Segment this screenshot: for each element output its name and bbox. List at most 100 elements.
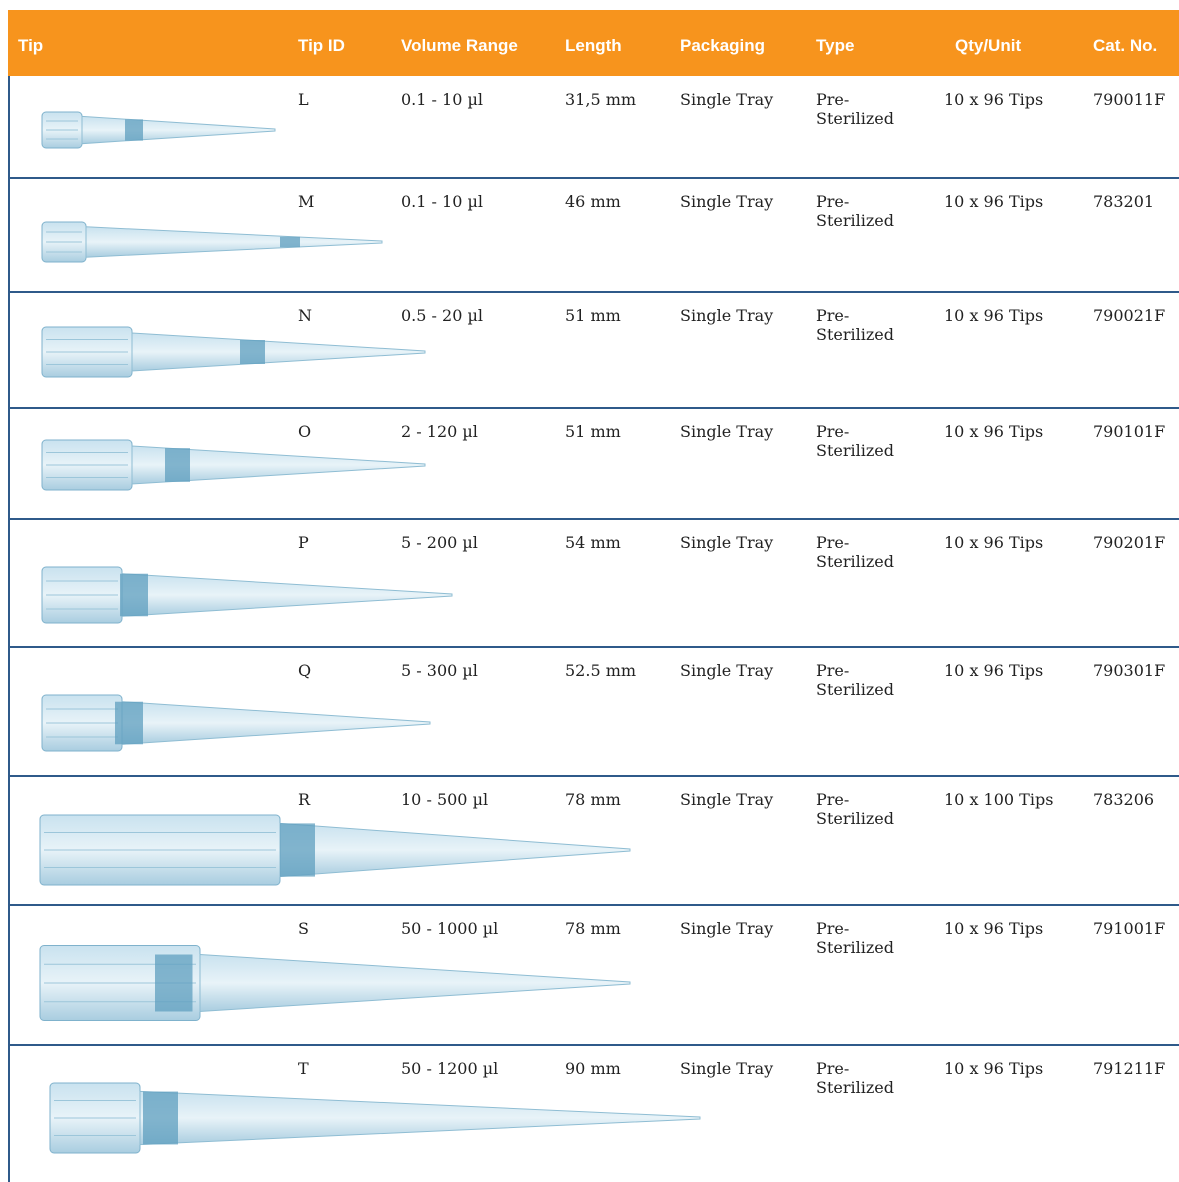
table-cell: S [298,919,309,938]
table-cell: 10 x 96 Tips [944,919,1044,938]
table-cell: T [298,1059,309,1078]
table-cell: 10 x 96 Tips [944,661,1044,680]
tip-shape [143,1091,178,1145]
table-cell: 790101F [1093,422,1166,441]
table-cell: Pre-Sterilized [816,919,894,957]
table-cell: 10 x 96 Tips [944,1059,1044,1078]
row-separator [8,291,1179,293]
tip-shape [81,115,276,145]
column-header: Length [565,36,622,55]
table-cell: 78 mm [565,919,621,938]
tip-shape [131,445,426,485]
table-cell: 10 x 96 Tips [944,422,1044,441]
table-cell: Single Tray [680,90,774,109]
table-cell: 50 - 1000 µl [401,919,499,938]
row-separator [8,407,1179,409]
table-cell: Pre-Sterilized [816,1059,894,1097]
table-cell: Pre-Sterilized [816,533,894,571]
table-cell: 783201 [1093,192,1155,211]
row-separator [8,775,1179,777]
table-cell: Single Tray [680,661,774,680]
column-header: Qty/Unit [955,36,1022,55]
table-cell: Single Tray [680,1059,774,1078]
left-border [8,10,10,1182]
column-header: Tip [18,36,44,55]
table-cell: Q [298,661,312,680]
table-cell: 10 x 96 Tips [944,306,1044,325]
table-cell: 10 x 96 Tips [944,90,1044,109]
table-cell: 10 - 500 µl [401,790,489,809]
table-cell: Single Tray [680,919,774,938]
tip-shape [115,701,143,745]
table-cell: Pre-Sterilized [816,422,894,460]
table-cell: L [298,90,309,109]
table-cell: 2 - 120 µl [401,422,478,441]
table-cell: Pre-Sterilized [816,661,894,699]
table-cell: Pre-Sterilized [816,790,894,828]
table-header: Tip Tip ID Volume Range Length Packaging Type… [8,10,1179,76]
table-cell: Single Tray [680,790,774,809]
table-cell: Pre-Sterilized [816,306,894,344]
tip-shape [85,226,383,258]
row-separator [8,1044,1179,1046]
table-cell: 0.1 - 10 µl [401,192,483,211]
row-separator [8,646,1179,648]
tip-shape [139,1090,701,1146]
table-cell: Single Tray [680,306,774,325]
table-cell: 791211F [1093,1059,1166,1078]
tip-shape [120,573,148,617]
table-cell: 783206 [1093,790,1155,809]
table-cell: 90 mm [565,1059,621,1078]
table-cell: 790011F [1093,90,1166,109]
tip-shape [131,332,426,372]
table-cell: Pre-Sterilized [816,90,894,128]
table-cell: 31,5 mm [565,90,637,109]
tip-shape [280,823,315,877]
column-header: Type [816,36,855,55]
table-cell: 0.1 - 10 µl [401,90,483,109]
row-separator [8,177,1179,179]
tip-shape [155,954,193,1012]
table-cell: P [298,533,309,552]
table-cell: 10 x 96 Tips [944,192,1044,211]
tip-shape [165,448,190,482]
table-cell: R [298,790,311,809]
table-cell: Single Tray [680,422,774,441]
tip-shape [279,822,631,878]
table-cell: Single Tray [680,192,774,211]
table-cell: N [298,306,312,325]
table-cell: 10 x 100 Tips [944,790,1054,809]
tip-shape [125,119,143,141]
table-cell: 791001F [1093,919,1166,938]
table-cell: 51 mm [565,422,621,441]
table-cell: 54 mm [565,533,621,552]
table-cell: 0.5 - 20 µl [401,306,483,325]
row-separator [8,518,1179,520]
column-header: Cat. No. [1093,36,1158,55]
table-cell: 5 - 200 µl [401,533,478,552]
table-cell: Single Tray [680,533,774,552]
tip-shape [121,701,431,745]
table-cell: O [298,422,312,441]
tip-shape [240,340,265,364]
tip-shape [121,573,453,617]
table-cell: M [298,192,315,211]
table-cell: 50 - 1200 µl [401,1059,499,1078]
table-cell: 10 x 96 Tips [944,533,1044,552]
table-cell: 790301F [1093,661,1166,680]
table-cell: 790021F [1093,306,1166,325]
table-cell: 5 - 300 µl [401,661,478,680]
table-cell: Pre-Sterilized [816,192,894,230]
tip-shape [280,236,300,248]
table-cell: 51 mm [565,306,621,325]
table-cell: 78 mm [565,790,621,809]
column-header: Volume Range [401,36,518,55]
table-cell: 52.5 mm [565,661,637,680]
column-header: Packaging [680,36,766,55]
table-cell: 790201F [1093,533,1166,552]
tip-shape [199,953,631,1013]
column-header: Tip ID [298,36,345,55]
row-separator [8,904,1179,906]
